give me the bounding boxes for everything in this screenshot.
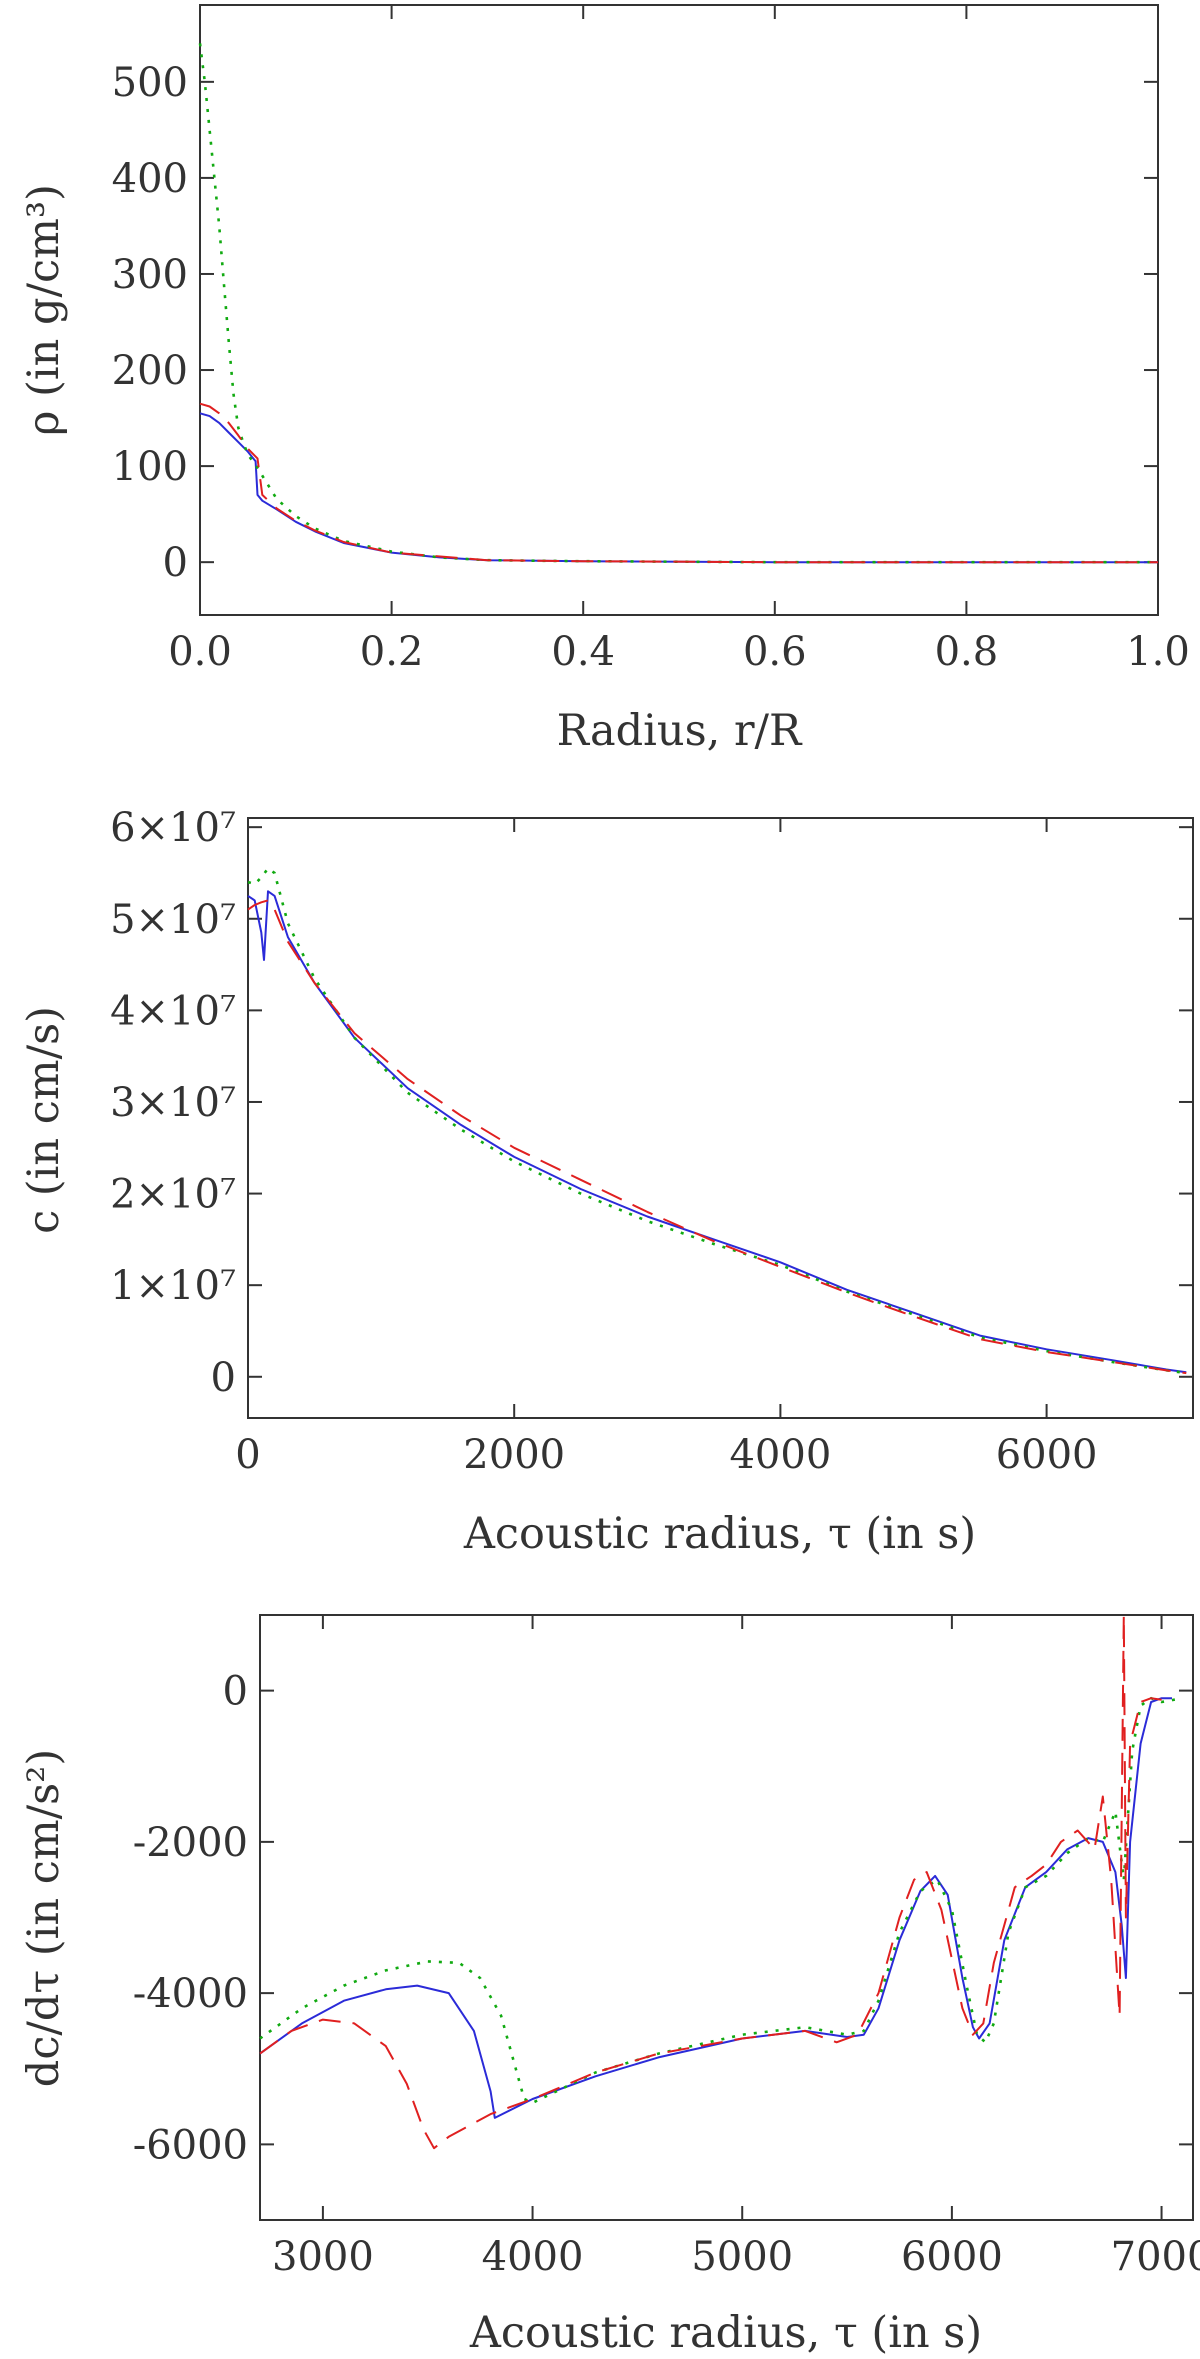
sound-speed-y-tick-label: 3×10⁷ xyxy=(110,1080,236,1126)
derivative-dashed-series-line xyxy=(259,1614,1162,2150)
derivative-solid-series-line xyxy=(259,1697,1172,2119)
sound-speed-x-tick-label: 4000 xyxy=(729,1432,831,1478)
derivative-y-tick-label: -2000 xyxy=(133,1820,248,1866)
density-chart: 0.0 0.2 0.4 0.6 0.8 1.0 0 100 200 300 400 500 Radiu… xyxy=(19,4,1190,756)
density-dashed-series-line xyxy=(199,402,1158,564)
density-x-tick-label: 0.6 xyxy=(743,629,807,675)
derivative-x-tick-label: 4000 xyxy=(482,2234,584,2280)
derivative-x-tick-label: 3000 xyxy=(272,2234,374,2280)
derivative-chart: 3000 4000 5000 6000 7000 -6000 -4000 -2000 0 Aco… xyxy=(19,1614,1200,2358)
density-y-tick-label: 100 xyxy=(112,444,188,490)
density-x-tick-label: 0.2 xyxy=(360,629,424,675)
density-x-tick-label: 0.4 xyxy=(551,629,615,675)
density-dotted-series-line xyxy=(198,43,1158,564)
sound-speed-y-tick-label: 1×10⁷ xyxy=(110,1263,236,1309)
sound-speed-y-tick-label: 4×10⁷ xyxy=(110,988,236,1034)
sound-speed-y-tick-label: 0 xyxy=(211,1355,236,1401)
density-y-tick-label: 200 xyxy=(112,348,188,394)
density-y-tick-label: 300 xyxy=(112,252,188,298)
derivative-y-tick-label: -4000 xyxy=(133,1971,248,2017)
density-x-tick-label: 0.0 xyxy=(168,629,232,675)
sound-speed-dotted-series-line xyxy=(247,867,1187,1375)
sound-speed-x-tick-label: 2000 xyxy=(463,1432,565,1478)
sound-speed-x-axis-label: Acoustic radius, τ (in s) xyxy=(463,1509,976,1559)
density-y-axis-label: ρ (in g/cm³) xyxy=(19,184,69,436)
sound-speed-x-tick-label: 0 xyxy=(235,1432,260,1478)
density-y-tick-label: 400 xyxy=(112,156,188,202)
derivative-x-tick-label: 7000 xyxy=(1111,2234,1200,2280)
sound-speed-chart: 0 2000 4000 6000 0 1×10⁷ 2×10⁷ 3×10⁷ 4×10⁷ 5×10⁷ 6… xyxy=(19,805,1194,1559)
derivative-x-tick-label: 6000 xyxy=(901,2234,1003,2280)
derivative-y-tick-label: -6000 xyxy=(133,2122,248,2168)
derivative-x-axis-label: Acoustic radius, τ (in s) xyxy=(469,2308,982,2358)
sound-speed-y-tick-label: 2×10⁷ xyxy=(110,1172,236,1218)
sound-speed-dashed-series-line xyxy=(247,899,1187,1375)
sound-speed-x-tick-label: 6000 xyxy=(996,1432,1098,1478)
derivative-y-axis-label: dc/dτ (in cm/s²) xyxy=(19,1749,69,2087)
sound-speed-y-tick-label: 5×10⁷ xyxy=(110,897,236,943)
density-y-tick-label: 0 xyxy=(163,540,188,586)
density-solid-series-line xyxy=(199,412,1158,564)
derivative-y-tick-label: 0 xyxy=(223,1669,248,1715)
density-y-tick-label: 500 xyxy=(112,60,188,106)
derivative-x-tick-label: 5000 xyxy=(691,2234,793,2280)
sound-speed-solid-series-line xyxy=(247,890,1187,1374)
density-x-axis-label: Radius, r/R xyxy=(557,706,803,756)
sound-speed-plot-frame xyxy=(247,817,1194,1419)
derivative-plot-frame xyxy=(259,1614,1194,2221)
density-plot-frame xyxy=(199,4,1159,616)
sound-speed-y-axis-label: c (in cm/s) xyxy=(19,1006,69,1234)
density-x-tick-label: 1.0 xyxy=(1126,629,1190,675)
density-x-tick-label: 0.8 xyxy=(935,629,999,675)
sound-speed-y-tick-label: 6×10⁷ xyxy=(110,805,236,851)
